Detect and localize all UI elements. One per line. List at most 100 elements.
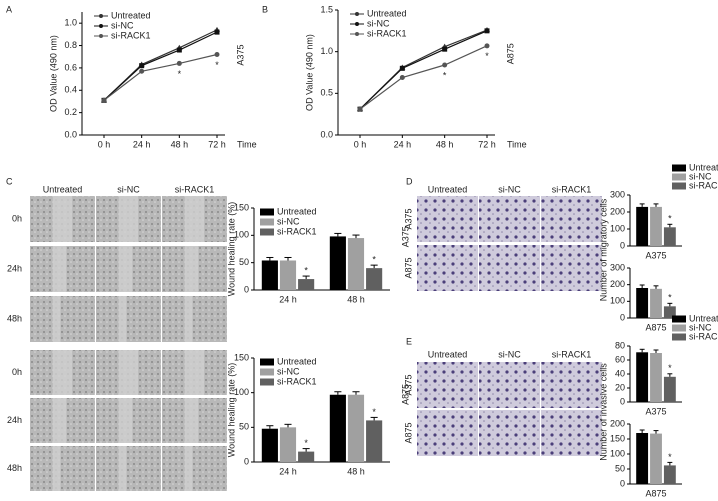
x-tick-label: 24 h	[279, 466, 297, 476]
y-tick-label: 0	[244, 284, 249, 294]
legend-label: si-RACK1	[111, 30, 151, 40]
column-header: si-RACK1	[175, 184, 215, 194]
column-header: Untreated	[428, 349, 468, 359]
legend-label: Untreated	[277, 206, 317, 216]
bar	[366, 268, 383, 290]
micrograph	[479, 410, 540, 456]
y-tick-label: 40	[615, 368, 625, 378]
x-tick-label: 48 h	[436, 139, 454, 149]
significance: *	[304, 265, 308, 275]
x-axis-label: Time	[237, 139, 257, 149]
wound-gap	[52, 196, 73, 242]
wound-gap	[52, 246, 67, 292]
y-axis-label: Number of migratory cells	[598, 198, 608, 301]
row-label: A875	[403, 257, 413, 278]
y-tick-label: 100	[610, 296, 625, 306]
legend-swatch	[672, 164, 686, 172]
point	[399, 75, 405, 80]
legend-swatch	[672, 315, 686, 323]
x-tick-label: 48 h	[347, 294, 365, 304]
bar	[636, 433, 649, 484]
y-tick-label: 1.5	[320, 4, 333, 14]
bar	[650, 433, 662, 484]
row-label: 24h	[7, 415, 22, 425]
significance: *	[485, 51, 489, 61]
y-tick-label: 150	[610, 433, 625, 443]
micrograph	[30, 446, 95, 491]
point	[214, 29, 220, 35]
y-tick-label: 50	[615, 463, 625, 473]
y-tick-label: 0.0	[320, 129, 333, 139]
significance: *	[215, 60, 219, 70]
y-tick-label: 50	[239, 257, 249, 267]
legend-label: Untreated	[277, 356, 317, 366]
wound-gap	[184, 446, 193, 491]
y-axis-label: Number of invasive cells	[598, 363, 608, 461]
legend-swatch	[672, 324, 686, 332]
x-tick-label: 24 h	[133, 139, 151, 149]
legend-swatch	[260, 378, 274, 386]
panel-letter: B	[262, 4, 268, 14]
legend-swatch	[260, 368, 274, 376]
wound-gap	[184, 398, 199, 443]
micrograph	[417, 362, 478, 408]
column-header: si-NC	[498, 349, 521, 359]
point	[101, 97, 107, 103]
significance: *	[178, 69, 182, 79]
bar	[650, 353, 662, 402]
point	[214, 51, 220, 57]
column-header: si-NC	[498, 184, 521, 194]
wound-gap	[52, 446, 61, 491]
row-label: A375	[403, 208, 413, 229]
series-line	[359, 30, 488, 110]
legend-label: Untreated	[689, 313, 718, 323]
row-label: 48h	[7, 463, 22, 473]
significance: *	[668, 293, 672, 303]
y-tick-label: 300	[610, 189, 625, 199]
bar	[261, 260, 278, 290]
legend-label: Untreated	[367, 8, 407, 18]
micrograph	[162, 296, 227, 342]
significance: *	[668, 363, 672, 373]
point	[442, 46, 448, 52]
bar	[298, 279, 315, 290]
side-label: A375	[235, 45, 245, 66]
row-label: 24h	[7, 263, 22, 273]
x-tick-label: A875	[645, 488, 666, 498]
y-tick-label: 0	[620, 396, 625, 406]
point	[139, 63, 145, 69]
micrograph	[479, 196, 540, 242]
y-tick-label: 0.4	[64, 85, 77, 95]
panel-letter: D	[406, 176, 413, 186]
y-tick-label: 300	[610, 262, 625, 272]
micrograph	[541, 196, 602, 242]
legend-swatch	[260, 218, 274, 226]
legend-label: si-RACK1	[689, 331, 718, 341]
y-tick-label: 100	[234, 230, 249, 240]
wound-gap	[184, 246, 199, 292]
legend-label: Untreated	[689, 162, 718, 172]
bar	[329, 236, 346, 290]
x-tick-label: A875	[645, 322, 666, 332]
legend-label: si-NC	[111, 20, 134, 30]
x-tick-label: A375	[645, 250, 666, 260]
x-tick-label: 0 h	[354, 139, 367, 149]
column-header: si-RACK1	[552, 349, 592, 359]
wound-gap	[184, 350, 205, 395]
x-axis-label: Time	[507, 139, 527, 149]
column-header: Untreated	[428, 184, 468, 194]
point	[484, 28, 490, 34]
legend-marker	[99, 34, 103, 38]
y-tick-label: 0	[620, 240, 625, 250]
row-label: A875	[403, 422, 413, 443]
x-tick-label: 48 h	[171, 139, 189, 149]
row-label: 48h	[7, 313, 22, 323]
point	[139, 68, 145, 74]
legend-marker	[355, 32, 359, 36]
y-axis-label: Wound healing rate (%)	[226, 202, 236, 296]
legend-label: si-NC	[689, 171, 712, 181]
bar	[663, 306, 676, 318]
y-axis-label: Wound healing rate (%)	[226, 363, 236, 457]
wound-gap	[52, 296, 61, 342]
bar	[347, 238, 365, 290]
